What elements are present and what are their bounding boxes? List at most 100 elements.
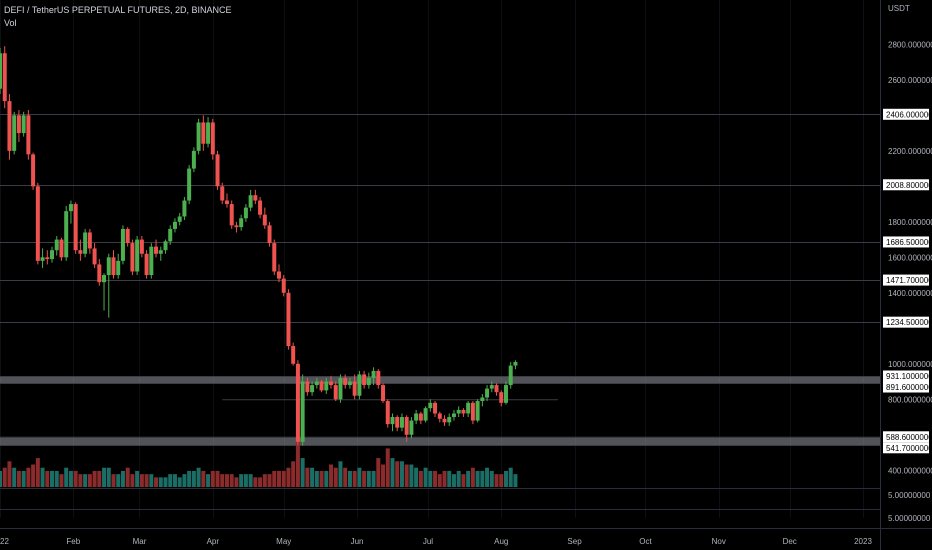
candle-body [253,195,258,201]
volume-bar [116,474,121,487]
volume-bar [196,467,201,487]
candle-body [352,381,357,396]
candle-body [399,417,404,428]
volume-bar [399,461,404,487]
volume-bar [2,467,7,487]
candle-body [163,241,168,251]
volume-bar [494,474,499,487]
time-tick-label: Jul [423,537,433,546]
candle-body [404,417,409,435]
volume-bar [0,470,2,487]
candle-body [366,377,371,386]
candle-body [338,377,343,400]
volume-bar [338,461,343,487]
candle-body [503,385,508,403]
level-label: 2008.80000000 [886,181,932,190]
candle-body [508,365,513,386]
volume-tick-label: 5.00000000 [888,491,931,500]
time-tick-label: 2022 [0,537,9,546]
candle-body [276,271,281,279]
volume-bar [135,470,140,487]
symbol-title[interactable]: DEFI / TetherUS PERPETUAL FUTURES, 2D, B… [4,5,232,15]
candle-body [64,211,69,258]
time-tick-label: Aug [494,537,508,546]
candle-body [381,385,386,402]
candle-body [513,362,518,366]
price-tick-label: 1000.00000000 [888,360,932,369]
time-tick-label: Dec [783,537,797,546]
candle-body [45,257,50,260]
candle-body [324,381,329,391]
candle-body [210,122,215,155]
candle-body [499,392,504,403]
volume-bar [187,470,192,487]
candle-body [428,402,433,409]
candle-body [248,195,253,208]
volume-bar [295,442,300,487]
volume-bar [470,467,475,487]
candles [0,46,518,446]
volume-legend[interactable]: Vol [4,18,17,28]
candle-body [59,239,64,258]
candle-body [168,228,173,242]
candle-body [329,381,334,386]
candle-body [182,200,187,217]
volume-bar [390,458,395,487]
volume-bar [139,474,144,487]
volume-bar [234,477,239,487]
candle-body [475,401,480,421]
volume-bar [26,467,31,487]
time-tick-label: Oct [639,537,652,546]
candle-body [172,221,177,229]
volume-bar [220,474,225,487]
candle-body [357,374,362,396]
volume-bar [12,467,17,487]
volume-bar [21,470,26,487]
candle-body [409,420,414,435]
candle-body [83,232,88,254]
volume-bar [362,470,367,487]
volume-bar [310,467,315,487]
price-axis[interactable]: USDT 2800.00000000 2600.00000000 2200.0000… [888,4,932,523]
price-zone [0,376,880,384]
candle-body [187,168,192,201]
volume-bar [409,464,414,487]
candle-body [281,278,286,293]
candle-body [50,250,55,260]
volume-bar [102,467,107,487]
price-axis-unit: USDT [888,4,910,13]
price-tick-label: 1600.00000000 [888,253,932,262]
volume-bar [433,470,438,487]
time-axis[interactable]: 2022 Feb Mar Apr May Jun Jul Aug Sep Oct Nov Dec 202… [0,537,872,546]
volume-bar [163,477,168,487]
volume-bar [314,470,319,487]
candle-body [362,374,367,386]
volume-bar [177,477,182,487]
volume-bar [172,474,177,487]
candle-body [2,53,7,102]
candle-body [234,225,239,228]
volume-bars [0,442,518,487]
volume-bar [499,474,504,487]
candle-body [291,346,296,364]
candle-body [35,186,40,261]
volume-bar [437,474,442,487]
volume-bar [54,470,59,487]
price-zone [0,436,880,446]
level-label: 2406.00000000 [886,110,932,119]
candle-body [494,385,499,393]
price-tick-label: 2800.00000000 [888,40,932,49]
volume-bar [201,470,206,487]
chart-legend: DEFI / TetherUS PERPETUAL FUTURES, 2D, B… [4,4,232,30]
volume-bar [31,464,36,487]
candle-body [456,409,461,414]
candle-body [376,370,381,386]
level-label-box [883,274,929,286]
volume-bar [224,474,229,487]
level-label-box [883,381,929,393]
volume-tick-label: 5.00000000 [888,514,931,523]
volume-bar [291,461,296,487]
volume-bar [120,470,125,487]
volume-bar [276,470,281,487]
